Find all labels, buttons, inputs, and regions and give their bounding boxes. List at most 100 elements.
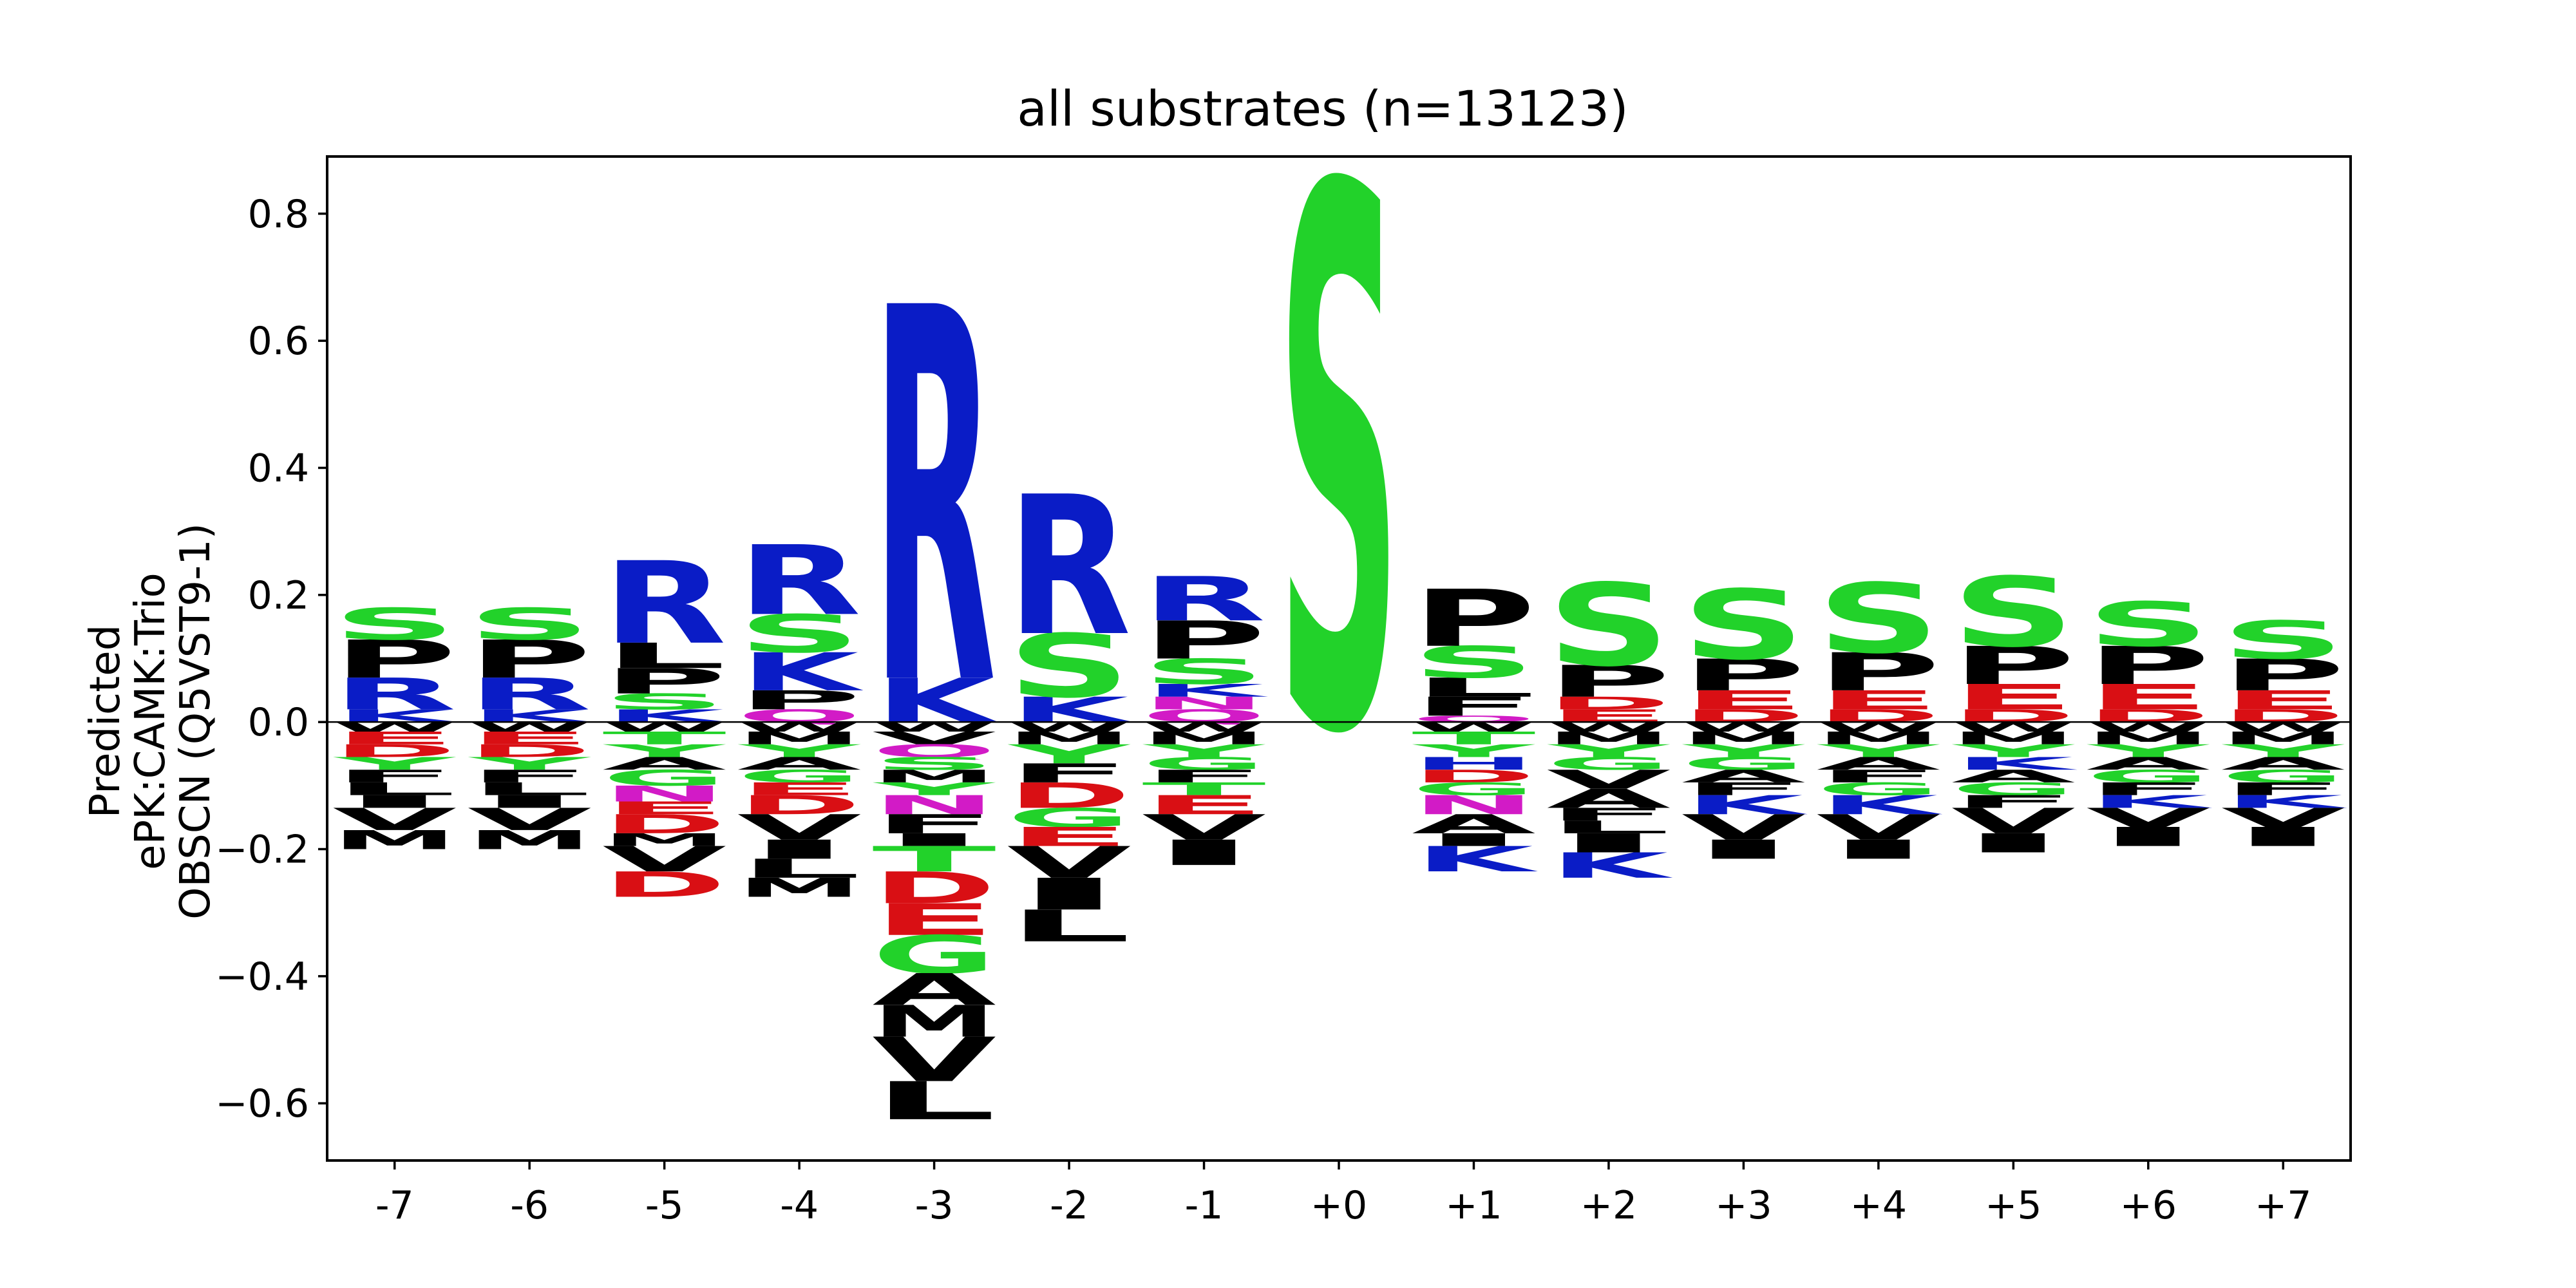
y-axis-label-line-1: Predicted: [82, 625, 129, 818]
logo-letter-M: M: [1951, 728, 2076, 748]
logo-letter-Y: Y: [603, 741, 727, 761]
logo-letter-Y: Y: [2221, 741, 2345, 761]
logo-letter-V: V: [737, 808, 862, 848]
logo-letter-V: V: [1951, 801, 2076, 842]
logo-letter-M: M: [737, 873, 862, 903]
logo-letter-T: T: [1412, 728, 1536, 748]
logo-letter-W: W: [468, 719, 592, 734]
logo-letter-R: R: [1142, 564, 1266, 635]
logo-letter-T: T: [872, 839, 996, 880]
logo-letter-S: S: [468, 600, 592, 650]
logo-letter-S: S: [2221, 610, 2345, 670]
logo-letter-Y: Y: [1682, 741, 1806, 761]
logo-letter-S: S: [1951, 557, 2076, 668]
logo-letter-G: G: [602, 765, 726, 790]
logo-letter-K: K: [740, 642, 864, 703]
x-tick-label: +5: [1985, 1183, 2041, 1228]
logo-letter-G: G: [2221, 766, 2345, 786]
logo-letter-A: A: [737, 753, 862, 773]
logo-letter-Y: Y: [1817, 741, 1941, 761]
logo-letter-P: P: [1951, 636, 2076, 697]
logo-letter-Y: Y: [737, 741, 862, 761]
logo-letter-E: E: [602, 798, 726, 818]
logo-letter-E: E: [332, 728, 457, 748]
logo-letter-W: W: [1412, 719, 1536, 734]
logo-letter-V: V: [1142, 808, 1266, 848]
logo-letter-F: F: [2086, 779, 2210, 799]
logo-letter-W: W: [1547, 719, 1671, 734]
logo-letter-W: W: [2221, 719, 2345, 734]
logo-letter-I: I: [1412, 830, 1536, 850]
logo-letter-K: K: [1819, 790, 1943, 820]
logo-letter-F: F: [1007, 758, 1132, 788]
logo-letter-Y: Y: [1142, 741, 1267, 761]
logo-letter-T: T: [602, 728, 726, 748]
logo-letter-T: T: [1142, 779, 1266, 799]
logo-letter-L: L: [872, 1071, 996, 1132]
logo-letter-E: E: [1007, 822, 1132, 852]
logo-letter-P: P: [2086, 636, 2210, 697]
logo-letter-V: V: [872, 728, 996, 748]
y-tick-label: −0.4: [215, 954, 309, 999]
logo-letter-D: D: [332, 741, 457, 761]
logo-letter-I: I: [737, 835, 862, 865]
logo-letter-A: A: [2221, 753, 2345, 773]
logo-letter-M: M: [1817, 728, 1941, 748]
logo-letter-K: K: [1010, 690, 1133, 730]
logo-letter-F: F: [872, 809, 996, 839]
logo-letter-A: A: [1681, 766, 1806, 786]
y-tick-label: 0.0: [248, 700, 309, 745]
logo-letter-D: D: [737, 790, 862, 820]
logo-letter-I: I: [1681, 835, 1806, 865]
logo-letter-W: W: [1817, 719, 1941, 734]
logo-letter-Y: Y: [1547, 741, 1671, 761]
logo-letter-G: G: [1681, 753, 1806, 773]
logo-letter-S: S: [2086, 590, 2210, 661]
logo-letter-M: M: [737, 728, 862, 748]
logo-letter-G: G: [1951, 779, 2076, 799]
logo-letter-E: E: [1681, 685, 1806, 715]
x-tick-label: +6: [2120, 1183, 2177, 1228]
logo-letter-Q: Q: [1142, 706, 1266, 726]
logo-letter-K: K: [1549, 846, 1673, 886]
logo-letter-W: W: [1681, 719, 1806, 734]
logo-letter-S: S: [872, 753, 996, 773]
logo-letter-L: L: [1412, 672, 1536, 703]
logo-letter-F: F: [332, 766, 457, 786]
logo-letter-K: K: [1684, 790, 1808, 820]
logo-letter-M: M: [602, 830, 726, 850]
logo-letter-S: S: [1412, 638, 1536, 688]
y-tick-label: −0.6: [215, 1081, 309, 1126]
logo-letter-G: G: [737, 766, 862, 786]
logo-letter-P: P: [2221, 650, 2345, 701]
logo-letter-P: P: [332, 629, 457, 690]
logo-letter-M: M: [1007, 728, 1132, 748]
logo-letter-V: V: [1547, 764, 1671, 795]
logo-letter-W: W: [1007, 719, 1132, 734]
logo-letter-E: E: [468, 728, 592, 748]
logo-letter-D: D: [1547, 693, 1671, 713]
logo-letter-H: H: [1412, 753, 1536, 773]
logo-letter-D: D: [1007, 775, 1132, 816]
x-tick-label: +2: [1580, 1183, 1637, 1228]
logo-letter-G: G: [1007, 802, 1132, 833]
logo-letter-Q: Q: [872, 741, 996, 761]
logo-letter-I: I: [1142, 833, 1266, 873]
logo-letter-G: G: [1142, 753, 1266, 773]
logo-letter-F: F: [1951, 791, 2076, 811]
y-axis-label-line-2: ePK:CAMK:Trio: [127, 573, 175, 870]
logo-letter-W: W: [602, 719, 726, 734]
logo-letter-Q: Q: [737, 706, 862, 726]
y-tick-label: 0.6: [248, 319, 309, 364]
logo-letter-V: V: [2086, 802, 2210, 833]
y-axis-label-line-3: OBSCN (Q5VST9-1): [172, 523, 220, 920]
logo-letter-G: G: [2086, 766, 2210, 786]
logo-letter-V: V: [1681, 808, 1806, 848]
logo-letter-V: V: [332, 802, 457, 837]
logo-letter-D: D: [602, 809, 726, 839]
y-axis-label: Predicted ePK:CAMK:Trio OBSCN (Q5VST9-1): [82, 523, 220, 920]
logo-letter-I: I: [332, 791, 457, 811]
logo-letter-V: V: [872, 1025, 996, 1095]
logo-letter-E: E: [1142, 790, 1266, 820]
logo-letter-K: K: [875, 665, 998, 736]
